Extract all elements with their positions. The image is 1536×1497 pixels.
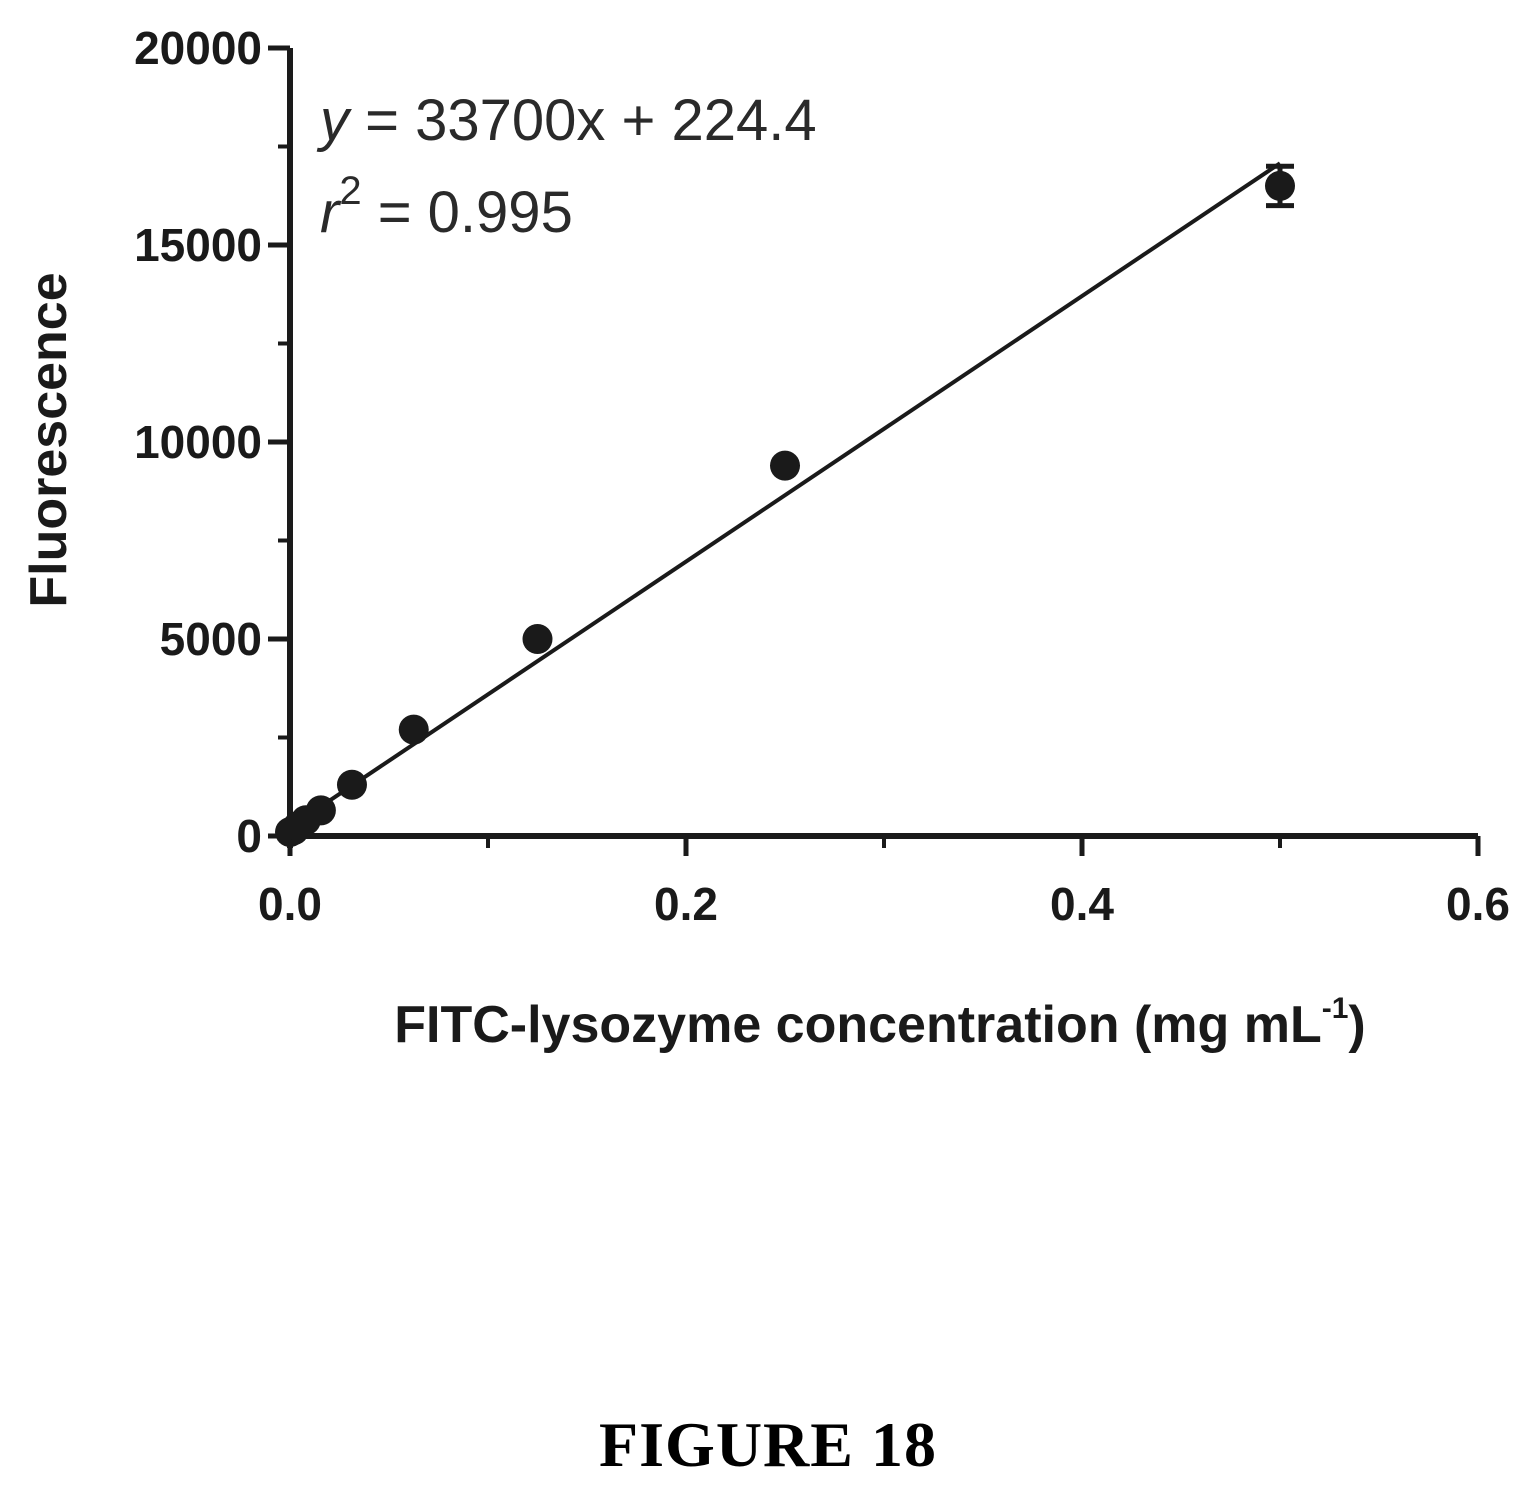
data-point-6 <box>398 714 429 745</box>
y-axis-title: Fluorescence <box>20 272 78 607</box>
data-point-8 <box>770 450 800 481</box>
r-squared-exponent: 2 <box>339 169 361 213</box>
figure-caption: FIGURE 18 <box>599 1409 937 1480</box>
ticks: 0 5000 10000 15000 20000 0.0 0.2 0.4 0.6 <box>134 22 1510 930</box>
r-squared-label: r <box>320 180 342 245</box>
data-point-4 <box>305 795 336 826</box>
x-axis-title: FITC-lysozyme concentration (mg mL-1) <box>394 992 1365 1054</box>
x-axis-title-suffix: ) <box>1348 996 1365 1054</box>
fit-layer <box>288 161 1282 829</box>
fit-line <box>288 161 1282 829</box>
axes <box>287 48 1478 848</box>
x-axis-title-main: FITC-lysozyme concentration (mg mL <box>394 996 1321 1054</box>
points-layer <box>275 163 1295 848</box>
y-tick-label-20000: 20000 <box>134 22 262 74</box>
data-point-9 <box>1265 170 1295 201</box>
fit-equation-var: y <box>316 88 352 153</box>
x-tick-label-0.0: 0.0 <box>258 878 322 930</box>
r-squared: r2 = 0.995 <box>320 169 573 245</box>
data-point-5 <box>336 769 367 800</box>
data-point-7 <box>522 624 553 654</box>
x-tick-label-0.2: 0.2 <box>654 878 718 930</box>
y-tick-label-0: 0 <box>236 810 262 862</box>
x-tick-label-0.4: 0.4 <box>1050 878 1114 930</box>
x-axis-title-superscript: -1 <box>1322 992 1349 1025</box>
y-tick-label-15000: 15000 <box>134 219 262 271</box>
r-squared-value: = 0.995 <box>362 180 573 245</box>
y-tick-label-10000: 10000 <box>134 416 262 468</box>
y-tick-label-5000: 5000 <box>160 613 262 665</box>
fit-equation: y = 33700x + 224.4 <box>316 88 817 153</box>
fit-equation-rest: = 33700x + 224.4 <box>349 88 817 153</box>
x-tick-label-0.6: 0.6 <box>1446 878 1510 930</box>
